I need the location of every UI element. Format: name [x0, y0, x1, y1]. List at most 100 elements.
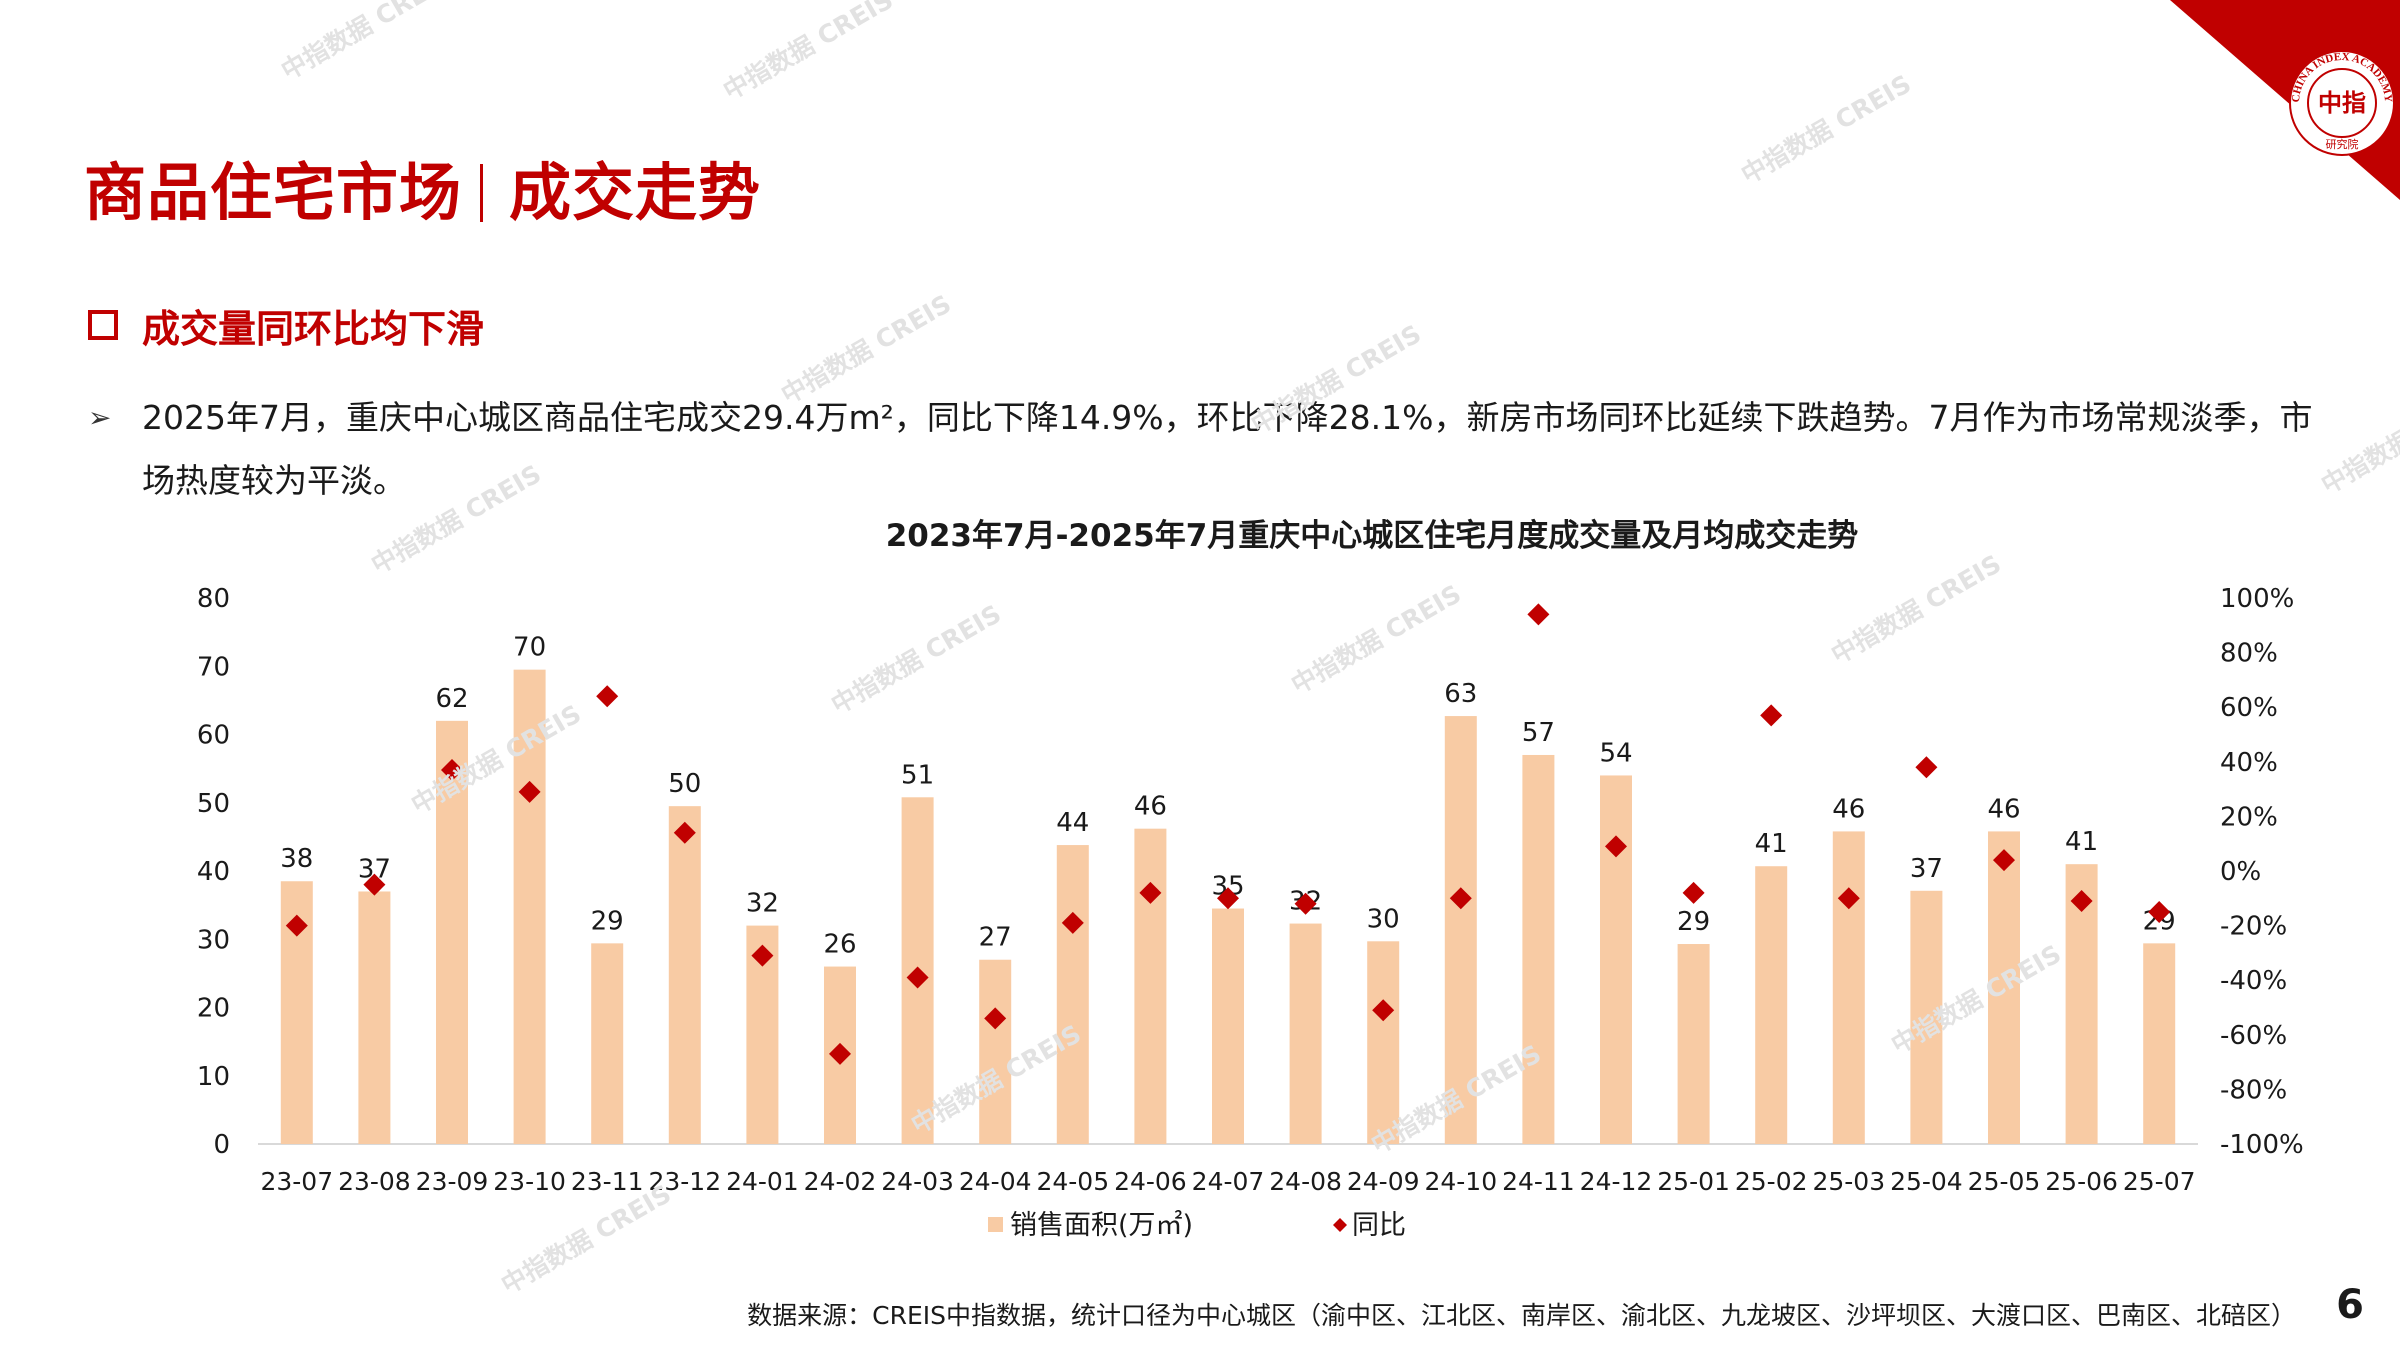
- right-tick-label: -80%: [2220, 1075, 2287, 1105]
- logo-bottom-text: 研究院: [2326, 137, 2359, 151]
- watermark: 中指数据 CREIS: [718, 0, 898, 106]
- yoy-marker-24-12: [1605, 835, 1627, 858]
- yoy-marker-23-12: [673, 821, 696, 844]
- x-tick-label: 25-02: [1735, 1167, 1808, 1196]
- x-tick-label: 23-10: [493, 1167, 566, 1196]
- bar-25-05: [1988, 831, 2020, 1144]
- x-axis-labels: 23-07 23-08 23-09 23-10 23-11 23-12 24-01 24-02…: [260, 1167, 2195, 1196]
- bar-25-03: [1832, 831, 1865, 1144]
- yoy-marker-23-07: [285, 914, 308, 937]
- bar-24-05: [1056, 845, 1089, 1144]
- bar-24-09: [1367, 941, 1400, 1144]
- x-tick-label: 24-08: [1269, 1167, 1342, 1196]
- chart-title: 2023年7月-2025年7月重庆中心城区住宅月度成交量及月均成交走势: [886, 518, 1859, 554]
- yoy-marker-24-04: [984, 1007, 1007, 1030]
- chart-legend: 销售面积(万㎡) 同比: [988, 1210, 1406, 1241]
- x-tick-label: 24-05: [1036, 1167, 1109, 1196]
- bar-label-25-02: 41: [1755, 829, 1788, 859]
- bar-label-24-11: 57: [1522, 718, 1555, 748]
- bar-label-25-01: 29: [1677, 907, 1710, 937]
- left-tick-label: 30: [197, 925, 230, 955]
- page-number: 6: [2336, 1282, 2364, 1328]
- bar-23-11: [591, 943, 624, 1144]
- bar-label-23-09: 62: [435, 684, 468, 714]
- right-tick-label: 40%: [2220, 748, 2278, 778]
- yoy-marker-24-03: [906, 966, 929, 989]
- bar-label-23-11: 29: [591, 906, 624, 936]
- section-heading: 成交量同环比均下滑: [88, 298, 484, 352]
- bullet-arrow-icon: ➢: [88, 401, 112, 434]
- bar-23-10: [513, 669, 546, 1144]
- yoy-marker-25-03: [1837, 887, 1860, 910]
- left-tick-label: 80: [197, 584, 230, 614]
- watermark: 中指数据 CREIS: [1736, 69, 1916, 190]
- bar-label-23-12: 50: [668, 769, 701, 799]
- yoy-series: [285, 603, 2171, 1065]
- bar-label-24-01: 32: [746, 889, 779, 919]
- bar-23-12: [668, 806, 701, 1144]
- x-tick-label: 25-06: [2045, 1167, 2118, 1196]
- yoy-marker-24-09: [1372, 999, 1395, 1022]
- yoy-marker-25-01: [1682, 881, 1705, 904]
- title-separator: [480, 164, 484, 222]
- bar-24-08: [1289, 923, 1322, 1144]
- bar-25-07: [2143, 943, 2176, 1144]
- yoy-marker-23-11: [596, 685, 619, 708]
- x-tick-label: 23-11: [571, 1167, 644, 1196]
- yoy-marker-25-04: [1915, 756, 1938, 779]
- x-tick-label: 23-12: [648, 1167, 721, 1196]
- bar-25-02: [1755, 866, 1788, 1144]
- legend-yoy-label: 同比: [1352, 1210, 1406, 1241]
- right-tick-label: 60%: [2220, 693, 2278, 723]
- x-tick-label: 24-06: [1114, 1167, 1187, 1196]
- x-tick-label: 24-09: [1347, 1167, 1420, 1196]
- left-tick-label: 40: [197, 857, 230, 887]
- left-tick-label: 20: [197, 994, 230, 1024]
- x-tick-label: 25-05: [1968, 1167, 2041, 1196]
- right-tick-label: -40%: [2220, 966, 2287, 996]
- yoy-marker-23-10: [518, 780, 541, 803]
- yoy-marker-25-06: [2070, 890, 2093, 913]
- x-tick-label: 24-11: [1502, 1167, 1575, 1196]
- left-tick-label: 50: [197, 789, 230, 819]
- legend-bar-label: 销售面积(万㎡): [1010, 1210, 1193, 1241]
- bullet-paragraph: ➢ 2025年7月，重庆中心城区商品住宅成交29.4万m²，同比下降14.9%，…: [88, 386, 2338, 512]
- yoy-marker-24-06: [1139, 881, 1162, 904]
- bar-24-12: [1600, 775, 1632, 1144]
- page-title-right: 成交走势: [509, 156, 762, 229]
- bar-label-24-06: 46: [1134, 792, 1167, 822]
- yoy-marker-23-09: [441, 758, 463, 781]
- legend-diamond-icon: [1333, 1218, 1347, 1232]
- x-tick-label: 24-10: [1424, 1167, 1497, 1196]
- bar-label-24-05: 44: [1056, 808, 1089, 838]
- yoy-marker-24-08: [1294, 892, 1317, 915]
- checkbox-square-icon: [88, 310, 118, 340]
- right-axis: -100% -80% -60% -40% -20% 0% 20% 40% 60% 80% 100%: [2220, 584, 2304, 1160]
- watermark: 中指数据 CREIS: [276, 0, 456, 86]
- bar-label-24-12: 54: [1599, 738, 1632, 768]
- section-title: 成交量同环比均下滑: [142, 306, 485, 351]
- yoy-marker-24-01: [751, 944, 774, 967]
- x-tick-label: 25-04: [1890, 1167, 1963, 1196]
- bar-25-04: [1910, 890, 1943, 1144]
- page-title-left: 商品住宅市场: [84, 156, 463, 229]
- legend-bar-swatch: [988, 1217, 1003, 1232]
- bar-label-25-05: 46: [1987, 794, 2020, 824]
- x-tick-label: 24-07: [1192, 1167, 1265, 1196]
- x-tick-label: 24-12: [1580, 1167, 1653, 1196]
- bar-24-11: [1522, 754, 1555, 1144]
- bar-label-25-03: 46: [1832, 794, 1865, 824]
- right-tick-label: 0%: [2220, 857, 2261, 887]
- yoy-marker-24-07: [1217, 887, 1239, 910]
- yoy-marker-23-08: [363, 873, 386, 896]
- x-tick-label: 23-09: [416, 1167, 489, 1196]
- bar-24-10: [1444, 716, 1477, 1144]
- x-tick-label: 24-02: [804, 1167, 877, 1196]
- x-tick-label: 24-01: [726, 1167, 799, 1196]
- x-tick-label: 25-07: [2123, 1167, 2196, 1196]
- bar-label-23-07: 38: [280, 844, 313, 874]
- bar-23-08: [358, 891, 391, 1144]
- bar-label-24-10: 63: [1444, 679, 1477, 709]
- left-tick-label: 0: [213, 1130, 230, 1160]
- bar-label-24-09: 30: [1367, 904, 1400, 934]
